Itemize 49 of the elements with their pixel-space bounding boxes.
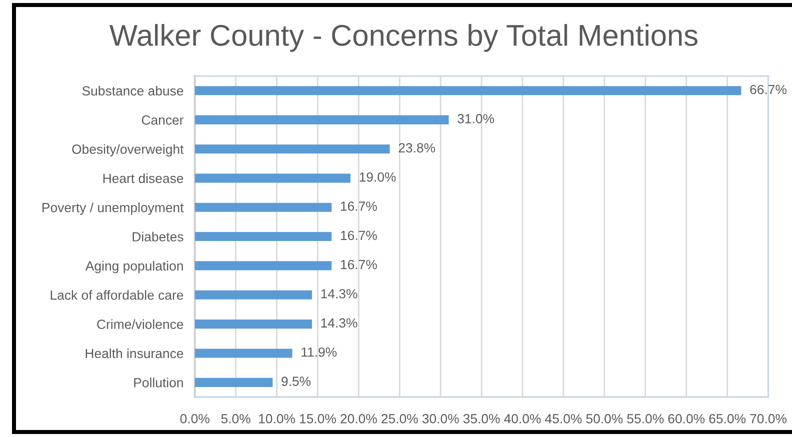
y-tick-label: Pollution <box>134 378 183 388</box>
data-label: 16.7% <box>340 202 377 211</box>
y-tick-label: Health insurance <box>86 348 184 358</box>
bar <box>194 174 350 183</box>
data-label: 31.0% <box>458 114 494 124</box>
data-label: 23.8% <box>398 143 436 153</box>
data-label: 14.3% <box>321 289 358 298</box>
x-tick-label: 10.0% <box>259 414 295 424</box>
x-tick-label: 15.0% <box>300 414 336 424</box>
bar <box>194 290 312 300</box>
y-tick-label: Obesity/overweight <box>72 144 184 157</box>
data-label: 19.0% <box>360 172 396 182</box>
bar <box>194 115 449 124</box>
y-tick-label: Heart disease <box>103 173 184 184</box>
data-label: 16.7% <box>340 230 377 240</box>
x-tick-label: 60.0% <box>668 414 705 424</box>
x-tick-label: 50.0% <box>586 414 623 424</box>
x-tick-label: 45.0% <box>545 414 582 424</box>
x-tick-label: 30.0% <box>422 414 459 424</box>
chart-title: Walker County - Concerns by Total Mentions <box>109 24 698 52</box>
y-tick-label: Crime/violence <box>97 319 184 329</box>
x-tick-label: 20.0% <box>340 414 377 424</box>
x-tick-label: 55.0% <box>627 414 664 424</box>
x-tick-label: 65.0% <box>709 414 746 424</box>
x-tick-label: 5.0% <box>221 414 250 424</box>
data-label: 9.5% <box>282 376 311 386</box>
data-label: 66.7% <box>750 84 786 94</box>
y-tick-label: Aging population <box>85 260 183 274</box>
bar <box>194 261 332 270</box>
bar <box>194 144 390 154</box>
data-label: 14.3% <box>321 318 358 328</box>
bar <box>194 378 273 387</box>
y-tick-label: Diabetes <box>132 232 184 242</box>
data-label: 11.9% <box>302 347 337 357</box>
bar <box>194 202 332 212</box>
data-label: 16.7% <box>340 260 377 270</box>
y-tick-label: Cancer <box>142 115 184 125</box>
y-tick-label: Lack of affordable care <box>50 290 184 300</box>
bar <box>194 86 742 96</box>
x-tick-label: 25.0% <box>382 414 418 424</box>
bar <box>194 348 292 358</box>
x-tick-label: 40.0% <box>504 414 541 424</box>
x-tick-label: 70.0% <box>750 414 786 424</box>
y-tick-label: Poverty / unemployment <box>42 202 184 215</box>
x-tick-label: 35.0% <box>463 414 500 424</box>
y-tick-label: Substance abuse <box>82 86 184 96</box>
bar <box>194 232 332 242</box>
bar <box>194 320 312 329</box>
x-tick-label: 0.0% <box>180 414 210 424</box>
